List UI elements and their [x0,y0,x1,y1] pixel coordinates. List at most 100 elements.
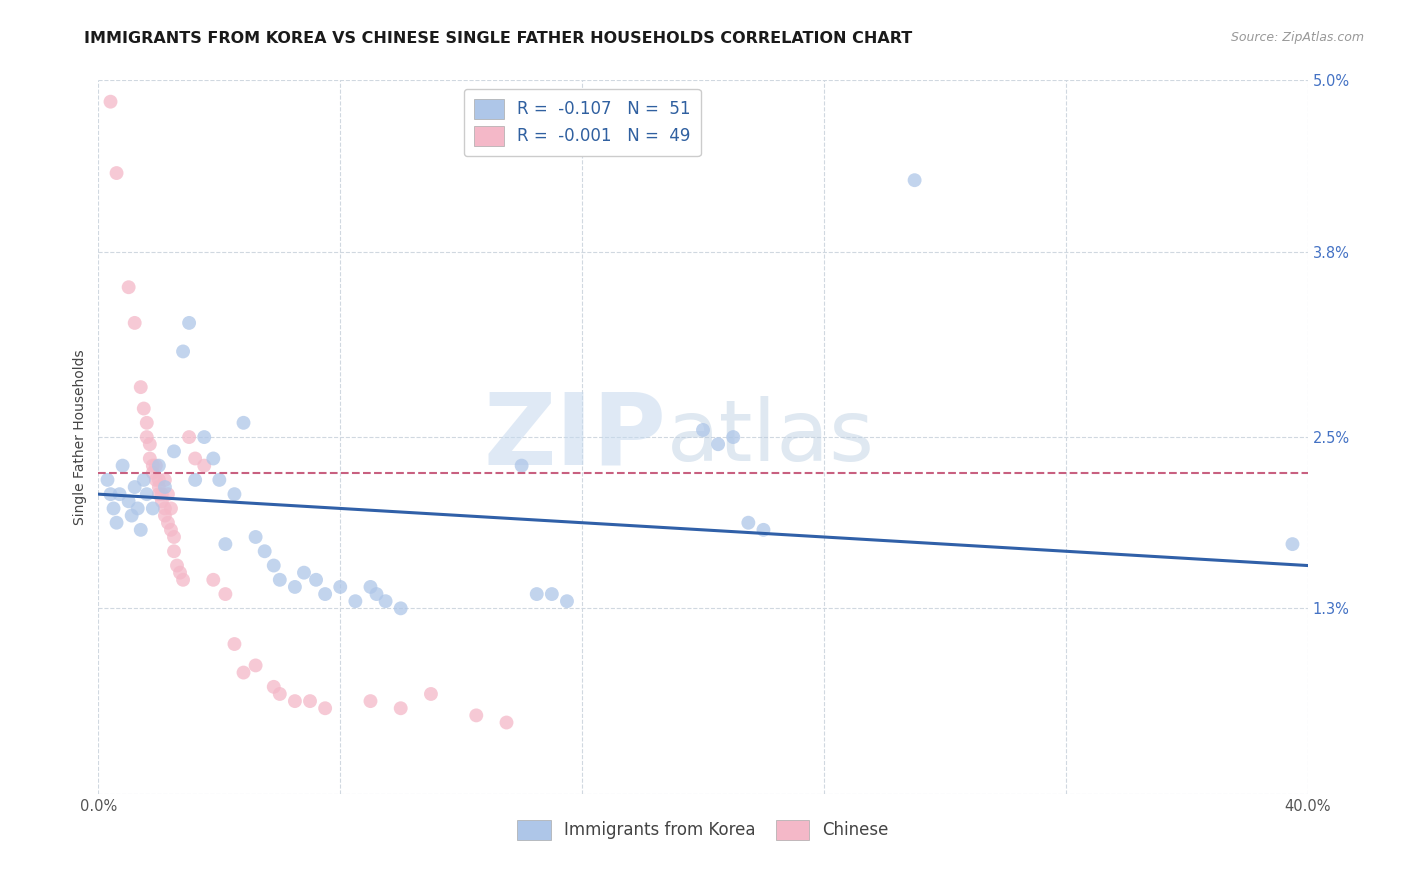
Point [253,544,276,558]
Text: IMMIGRANTS FROM KOREA VS CHINESE SINGLE FATHER HOUSEHOLDS CORRELATION CHART: IMMIGRANTS FROM KOREA VS CHINESE SINGLE … [84,31,912,46]
Point [540,587,562,601]
Text: atlas: atlas [666,395,875,479]
Point [139,437,162,451]
Point [124,316,146,330]
Point [145,473,167,487]
Point [214,587,236,601]
Point [184,451,207,466]
Point [263,558,285,573]
Point [169,566,191,580]
Point [96,473,118,487]
Point [160,523,183,537]
Point [374,594,396,608]
Point [118,280,141,294]
Point [129,380,152,394]
Point [148,487,170,501]
Point [166,558,188,573]
Point [389,601,412,615]
Point [389,701,412,715]
Point [1281,537,1303,551]
Point [360,694,382,708]
Point [269,573,291,587]
Point [145,458,167,473]
Point [132,401,155,416]
Point [193,458,215,473]
Point [139,451,162,466]
Point [202,573,225,587]
Point [232,665,254,680]
Point [150,487,173,501]
Point [156,516,179,530]
Point [208,473,231,487]
Point [495,715,517,730]
Point [752,523,775,537]
Point [142,458,165,473]
Point [329,580,352,594]
Point [232,416,254,430]
Point [224,637,246,651]
Point [163,444,186,458]
Point [135,430,157,444]
Point [305,573,328,587]
Point [292,566,315,580]
Point [179,430,201,444]
Point [245,658,267,673]
Point [156,487,179,501]
Point [314,701,336,715]
Point [737,516,759,530]
Point [366,587,388,601]
Point [360,580,382,594]
Point [163,530,186,544]
Point [153,501,176,516]
Point [160,501,183,516]
Point [111,458,134,473]
Point [105,166,128,180]
Point [142,501,165,516]
Point [420,687,443,701]
Point [904,173,927,187]
Point [269,687,291,701]
Point [510,458,533,473]
Point [202,451,225,466]
Point [172,573,194,587]
Point [344,594,367,608]
Point [245,530,267,544]
Point [153,473,176,487]
Text: ZIP: ZIP [484,389,666,485]
Point [526,587,548,601]
Point [135,487,157,501]
Point [692,423,714,437]
Point [148,480,170,494]
Legend: Immigrants from Korea, Chinese: Immigrants from Korea, Chinese [510,814,896,847]
Point [135,416,157,430]
Point [118,494,141,508]
Point [465,708,488,723]
Point [263,680,285,694]
Point [224,487,246,501]
Point [132,473,155,487]
Point [103,501,125,516]
Point [723,430,745,444]
Point [108,487,131,501]
Point [148,458,170,473]
Point [214,537,236,551]
Point [555,594,578,608]
Point [142,466,165,480]
Point [100,95,122,109]
Point [153,508,176,523]
Point [105,516,128,530]
Point [148,473,170,487]
Point [193,430,215,444]
Point [100,487,122,501]
Point [124,480,146,494]
Point [179,316,201,330]
Point [184,473,207,487]
Point [284,580,307,594]
Text: Source: ZipAtlas.com: Source: ZipAtlas.com [1230,31,1364,45]
Point [121,508,143,523]
Point [129,523,152,537]
Point [163,544,186,558]
Point [153,480,176,494]
Y-axis label: Single Father Households: Single Father Households [73,350,87,524]
Point [150,494,173,508]
